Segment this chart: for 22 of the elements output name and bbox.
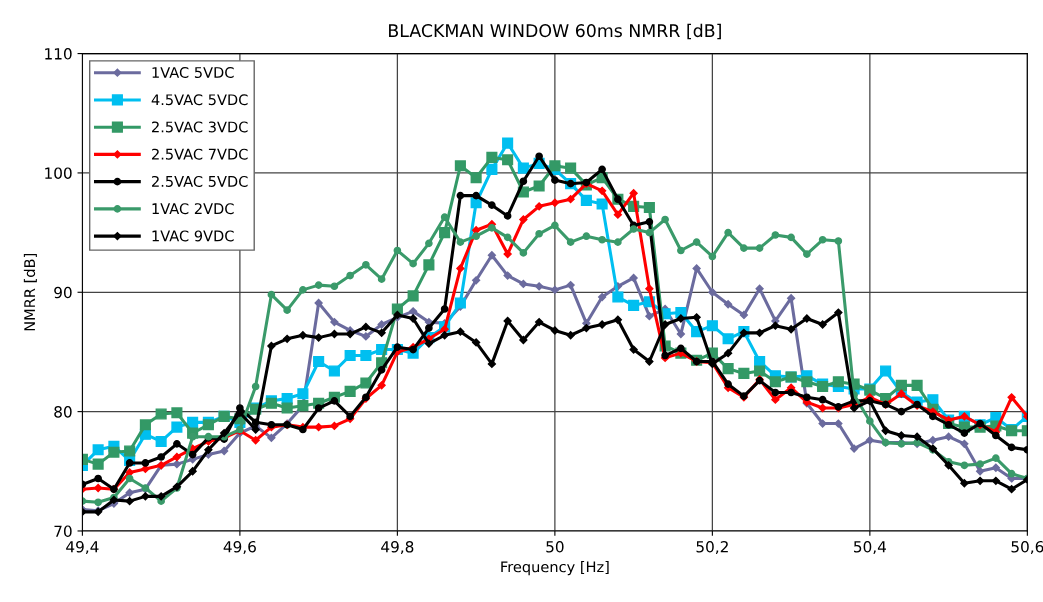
y-axis-title: NMRR [dB]	[23, 254, 37, 331]
y-tick-label: 90	[54, 286, 72, 299]
x-tick-label: 50,2	[696, 540, 728, 555]
y-tick-label: 100	[45, 167, 72, 179]
y-tick-label: 80	[54, 406, 72, 418]
x-tick-label: 50,6	[1011, 540, 1043, 555]
x-tick-label: 50	[546, 540, 564, 553]
y-tick-label: 110	[45, 48, 72, 60]
legend-label: 4.5VAC 5VDC	[151, 94, 248, 106]
legend-label: 1VAC 9VDC	[152, 230, 234, 242]
chart-title: BLACKMAN WINDOW 60ms NMRR [dB]	[389, 23, 721, 40]
legend-label: 2.5VAC 5VDC	[152, 175, 248, 187]
x-tick-label: 50,4	[854, 540, 887, 555]
legend-label: 1VAC 5VDC	[152, 66, 234, 78]
legend-label: 2.5VAC 3VDC	[152, 121, 248, 133]
x-tick-label: 49,4	[66, 540, 99, 555]
x-tick-label: 49,6	[223, 540, 256, 555]
x-axis-title: Frequency [Hz]	[501, 561, 609, 576]
legend-label: 1VAC 2VDC	[152, 203, 234, 215]
legend-label: 2.5VAC 7VDC	[152, 148, 248, 160]
x-tick-label: 49,8	[381, 540, 414, 555]
y-tick-label: 70	[54, 525, 72, 537]
